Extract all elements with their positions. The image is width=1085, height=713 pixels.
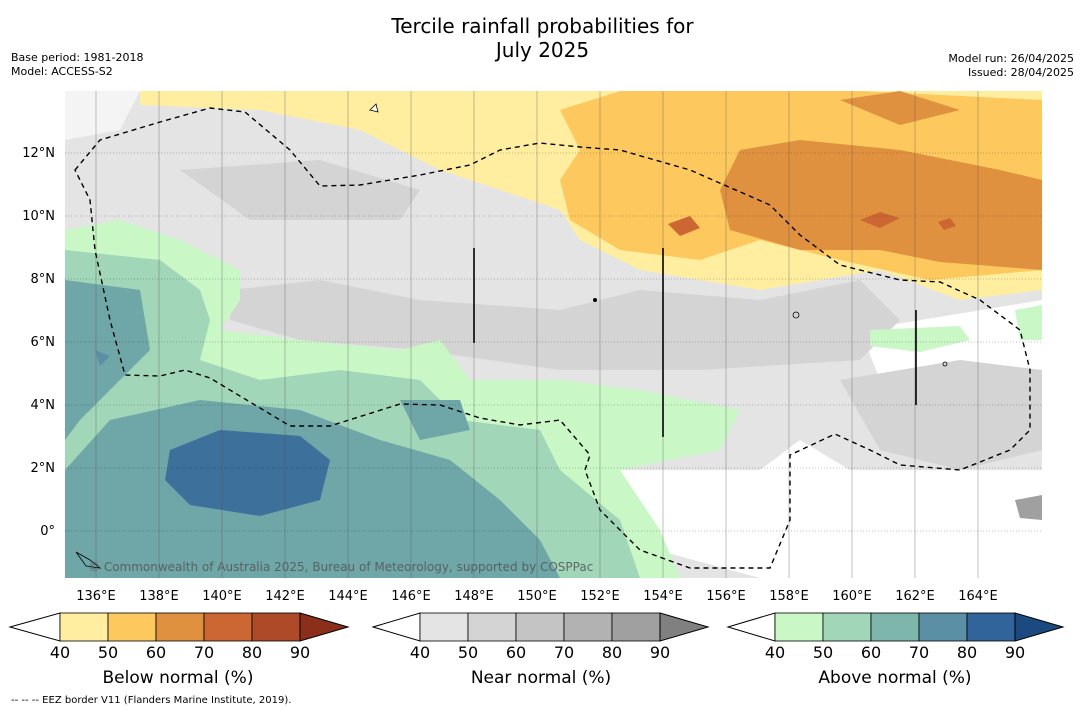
- colorbar-below-label: Below normal (%): [102, 668, 254, 688]
- colorbar-segment: [203, 612, 253, 642]
- colorbar-tick-label: 90: [1004, 643, 1026, 662]
- colorbar-segment: [515, 612, 565, 642]
- lat-label: 12°N: [22, 146, 55, 161]
- eez-footnote: -- -- -- EEZ border V11 (Flanders Marine…: [11, 695, 292, 706]
- colorbar-segment: [774, 612, 824, 642]
- colorbar-lower-extend: [371, 612, 421, 642]
- issued-date: Issued: 28/04/2025: [967, 66, 1074, 79]
- colorbar-tick-label: 90: [649, 643, 671, 662]
- lon-label: 142°E: [265, 589, 305, 604]
- colorbar-tick-label: 50: [97, 643, 119, 662]
- colorbar-segment: [419, 612, 469, 642]
- lon-label: 160°E: [832, 589, 872, 604]
- lon-label: 164°E: [958, 589, 998, 604]
- colorbar-segment: [870, 612, 920, 642]
- colorbar-upper-extend: [1014, 612, 1065, 642]
- colorbar-segment: [918, 612, 968, 642]
- colorbar-tick-label: 60: [505, 643, 527, 662]
- colorbar-tick-label: 80: [241, 643, 263, 662]
- lon-label: 156°E: [706, 589, 746, 604]
- colorbar-segment: [822, 612, 872, 642]
- lon-label: 152°E: [580, 589, 620, 604]
- map-title-line2: July 2025: [495, 38, 590, 62]
- lat-label: 10°N: [22, 209, 55, 224]
- colorbar-segment: [467, 612, 517, 642]
- meta-left: Base period: 1981-2018 Model: ACCESS-S2: [11, 51, 143, 79]
- colorbar-tick-label: 80: [956, 643, 978, 662]
- model-name: Model: ACCESS-S2: [11, 65, 113, 78]
- lon-label: 144°E: [328, 589, 368, 604]
- lon-label: 136°E: [76, 589, 116, 604]
- colorbar-upper-extend: [659, 612, 710, 642]
- colorbar-near-normal: [371, 612, 710, 642]
- lon-label: 140°E: [202, 589, 242, 604]
- lon-label: 146°E: [391, 589, 431, 604]
- lon-label: 158°E: [769, 589, 809, 604]
- colorbar-above-normal: [726, 612, 1065, 642]
- colorbar-segment: [107, 612, 157, 642]
- colorbar-tick-label: 60: [860, 643, 882, 662]
- latitude-labels: 12°N 10°N 8°N 6°N 4°N 2°N 0°: [22, 146, 55, 539]
- colorbar-tick-label: 90: [289, 643, 311, 662]
- colorbar-segment: [611, 612, 661, 642]
- model-run: Model run: 26/04/2025: [948, 52, 1074, 65]
- colorbar-tick-label: 70: [908, 643, 930, 662]
- colorbar-tick-label: 40: [409, 643, 431, 662]
- lat-label: 6°N: [31, 335, 56, 350]
- meta-right: Model run: 26/04/2025 Issued: 28/04/2025: [948, 52, 1074, 80]
- map-title-line1: Tercile rainfall probabilities for: [391, 14, 694, 38]
- lon-label: 162°E: [895, 589, 935, 604]
- lon-label: 150°E: [517, 589, 557, 604]
- lon-label: 148°E: [454, 589, 494, 604]
- base-period: Base period: 1981-2018: [11, 51, 144, 64]
- copyright-text: © Commonwealth of Australia 2025, Bureau…: [88, 560, 593, 574]
- lat-label: 0°: [40, 524, 55, 539]
- colorbar-tick-label: 40: [49, 643, 71, 662]
- colorbar-above-label: Above normal (%): [818, 668, 972, 688]
- colorbar-segment: [563, 612, 613, 642]
- longitude-labels: 136°E 138°E 140°E 142°E 144°E 146°E 148°E 150°E…: [76, 589, 998, 604]
- lat-label: 4°N: [31, 398, 56, 413]
- colorbar-near-label: Near normal (%): [470, 668, 612, 688]
- colorbar-segment: [59, 612, 109, 642]
- colorbar-segment: [155, 612, 205, 642]
- colorbar-tick-label: 70: [193, 643, 215, 662]
- colorbar-tick-label: 80: [601, 643, 623, 662]
- colorbar-upper-extend: [299, 612, 350, 642]
- colorbar-tick-label: 40: [764, 643, 786, 662]
- colorbar-tick-label: 50: [812, 643, 834, 662]
- colorbar-tick-label: 50: [457, 643, 479, 662]
- map-panel: [65, 91, 1042, 578]
- lat-label: 2°N: [31, 461, 56, 476]
- lat-label: 8°N: [31, 272, 56, 287]
- lon-label: 138°E: [139, 589, 179, 604]
- colorbar-tick-label: 60: [145, 643, 167, 662]
- colorbar-below-normal: [8, 612, 350, 642]
- colorbar-segment: [251, 612, 301, 642]
- colorbar-lower-extend: [8, 612, 61, 642]
- map-title: Tercile rainfall probabilities for July …: [0, 14, 1085, 62]
- colorbar-tick-label: 70: [553, 643, 575, 662]
- lon-label: 154°E: [643, 589, 683, 604]
- colorbar-lower-extend: [726, 612, 776, 642]
- colorbar-segment: [966, 612, 1016, 642]
